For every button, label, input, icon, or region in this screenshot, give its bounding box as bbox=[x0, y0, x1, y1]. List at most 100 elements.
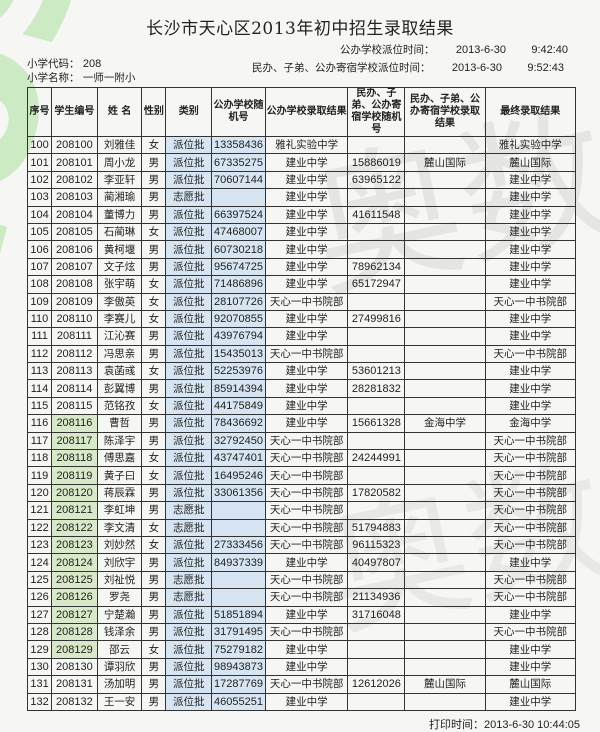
cell-gender: 男 bbox=[141, 553, 167, 572]
cell-public-random bbox=[211, 570, 266, 590]
table-row: 126 208126 罗尧男志愿批 天心一中书院部 21134936 天心一中书院部 bbox=[26, 588, 577, 607]
cell-category: 志愿批 bbox=[165, 518, 213, 537]
cell-name: 刘祉悦 bbox=[96, 570, 143, 590]
cell-name: 陈泽宇 bbox=[96, 431, 143, 451]
cell-final-result: 天心一中书院部 bbox=[484, 588, 577, 607]
cell-name: 谭羽欣 bbox=[96, 657, 143, 677]
cell-public-result: 建业中学 bbox=[264, 309, 349, 329]
cell-private-result bbox=[404, 135, 486, 155]
header-col-private-random: 民办、子弟、公办寄宿学校随机号 bbox=[347, 87, 406, 137]
cell-index: 131 bbox=[26, 675, 53, 694]
cell-private-result bbox=[404, 640, 486, 659]
cell-public-result: 建业中学 bbox=[264, 222, 349, 242]
cell-private-result: 麓山国际 bbox=[404, 675, 486, 694]
table-row: 101 208101 周小龙男派位批 67335275 建业中学 15886019 麓山国际… bbox=[26, 153, 577, 172]
cell-student-id: 208118 bbox=[51, 449, 98, 468]
cell-gender: 女 bbox=[141, 275, 167, 294]
cell-index: 117 bbox=[26, 431, 53, 451]
header-col-category: 类别 bbox=[165, 87, 213, 137]
cell-index: 130 bbox=[26, 657, 53, 677]
school-name: 小学代码： 小学名称： 一师一附小 bbox=[27, 72, 136, 84]
cell-name: 汤加明 bbox=[96, 675, 143, 694]
cell-category: 派位批 bbox=[165, 466, 213, 485]
cell-student-id: 208125 bbox=[51, 570, 98, 590]
cell-public-result: 天心一中书院部 bbox=[264, 501, 349, 520]
cell-final-result: 天心一中书院部 bbox=[484, 449, 577, 468]
cell-student-id: 208102 bbox=[51, 170, 98, 190]
cell-private-random: 41611548 bbox=[347, 205, 406, 224]
cell-student-id: 208126 bbox=[51, 588, 98, 607]
cell-gender: 男 bbox=[141, 153, 167, 172]
cell-final-result: 天心一中书院部 bbox=[484, 535, 577, 555]
table-row: 128 208128 钱泽余男派位批 31791495 天心一中书院部 天心一中书院部 bbox=[26, 622, 577, 642]
cell-final-result: 天心一中书院部 bbox=[484, 431, 577, 451]
cell-private-random: 40497807 bbox=[347, 553, 406, 572]
cell-private-random bbox=[347, 240, 406, 259]
cell-public-random: 98943873 bbox=[211, 657, 266, 677]
cell-category: 派位批 bbox=[165, 205, 213, 224]
cell-public-random: 31791495 bbox=[211, 622, 266, 642]
cell-name: 刘妙然 bbox=[96, 535, 143, 555]
cell-name: 黄子曰 bbox=[96, 466, 143, 485]
table-row: 112 208112 冯思亲男派位批 15435013 天心一中书院部 天心一中书院部 bbox=[26, 344, 577, 364]
cell-final-result: 建业中学 bbox=[484, 188, 577, 207]
cell-public-random: 16495246 bbox=[211, 466, 266, 485]
cell-final-result: 建业中学 bbox=[484, 657, 577, 677]
cell-private-result bbox=[404, 362, 486, 381]
cell-public-result: 建业中学 bbox=[264, 396, 349, 416]
header-col-private-result: 民办、子弟、公办寄宿学校录取结果 bbox=[404, 87, 486, 137]
cell-final-result: 建业中学 bbox=[484, 379, 577, 398]
cell-student-id: 208111 bbox=[51, 327, 98, 346]
cell-public-result: 天心一中书院部 bbox=[264, 292, 349, 311]
table-header: 序号 学生编号姓 名性别 类别 公办学校随机号 公办学校录取结果 民办、子弟、公办寄宿学校… bbox=[26, 87, 577, 137]
cell-private-random: 65172947 bbox=[347, 275, 406, 294]
cell-private-result bbox=[404, 257, 486, 277]
cell-private-result bbox=[404, 222, 486, 242]
cell-private-result bbox=[404, 170, 486, 190]
cell-category: 派位批 bbox=[165, 257, 213, 277]
cell-student-id: 208120 bbox=[51, 483, 98, 503]
cell-index: 102 bbox=[26, 170, 53, 190]
cell-name: 黄柯堰 bbox=[96, 240, 143, 259]
cell-public-result: 天心一中书院部 bbox=[264, 483, 349, 503]
cell-category: 派位批 bbox=[165, 153, 213, 172]
cell-gender: 男 bbox=[141, 170, 167, 190]
cell-gender: 男 bbox=[141, 257, 167, 277]
cell-private-random bbox=[347, 135, 406, 155]
cell-public-result: 天心一中书院部 bbox=[264, 588, 349, 607]
cell-student-id: 208129 bbox=[51, 640, 98, 659]
cell-gender: 男 bbox=[141, 431, 167, 451]
cell-private-result: 麓山国际 bbox=[404, 153, 486, 172]
cell-category: 派位批 bbox=[165, 535, 213, 555]
cell-public-random: 52253976 bbox=[211, 362, 266, 381]
header-col-public-random: 公办学校随机号 bbox=[211, 87, 266, 137]
cell-private-result bbox=[404, 379, 486, 398]
cell-private-random: 63965122 bbox=[347, 170, 406, 190]
cell-gender: 女 bbox=[141, 222, 167, 242]
cell-index: 118 bbox=[26, 449, 53, 468]
cell-private-random bbox=[347, 570, 406, 590]
cell-category: 派位批 bbox=[165, 222, 213, 242]
table-row: 105 208105 石蔺琳女派位批 47468007 建业中学 建业中学 bbox=[26, 222, 577, 242]
cell-index: 123 bbox=[26, 535, 53, 555]
cell-private-result bbox=[404, 292, 486, 311]
cell-name: 文子炫 bbox=[96, 257, 143, 277]
cell-final-result: 建业中学 bbox=[484, 205, 577, 224]
cell-final-result: 天心一中书院部 bbox=[484, 344, 577, 364]
cell-category: 派位批 bbox=[165, 675, 213, 694]
cell-private-random bbox=[347, 222, 406, 242]
cell-category: 派位批 bbox=[165, 379, 213, 398]
cell-private-random bbox=[347, 692, 406, 711]
header-col-student-id: 学生编号 bbox=[51, 87, 98, 137]
cell-index: 107 bbox=[26, 257, 53, 277]
cell-index: 100 bbox=[26, 135, 53, 155]
table-row: 106 208106 黄柯堰男派位批 60730218 建业中学 建业中学 bbox=[26, 240, 577, 259]
table-row: 107 208107 文子炫男派位批 95674725 建业中学 78962134 建业中学 bbox=[26, 257, 577, 277]
cell-gender: 女 bbox=[141, 292, 167, 311]
cell-name: 钱泽余 bbox=[96, 622, 143, 642]
cell-student-id: 208100 bbox=[51, 135, 98, 155]
cell-name: 冯思亲 bbox=[96, 344, 143, 364]
cell-final-result: 建业中学 bbox=[484, 170, 577, 190]
cell-student-id: 208106 bbox=[51, 240, 98, 259]
table-row: 111 208111 江沁赛男派位批 43976794 建业中学 建业中学 bbox=[26, 327, 577, 346]
